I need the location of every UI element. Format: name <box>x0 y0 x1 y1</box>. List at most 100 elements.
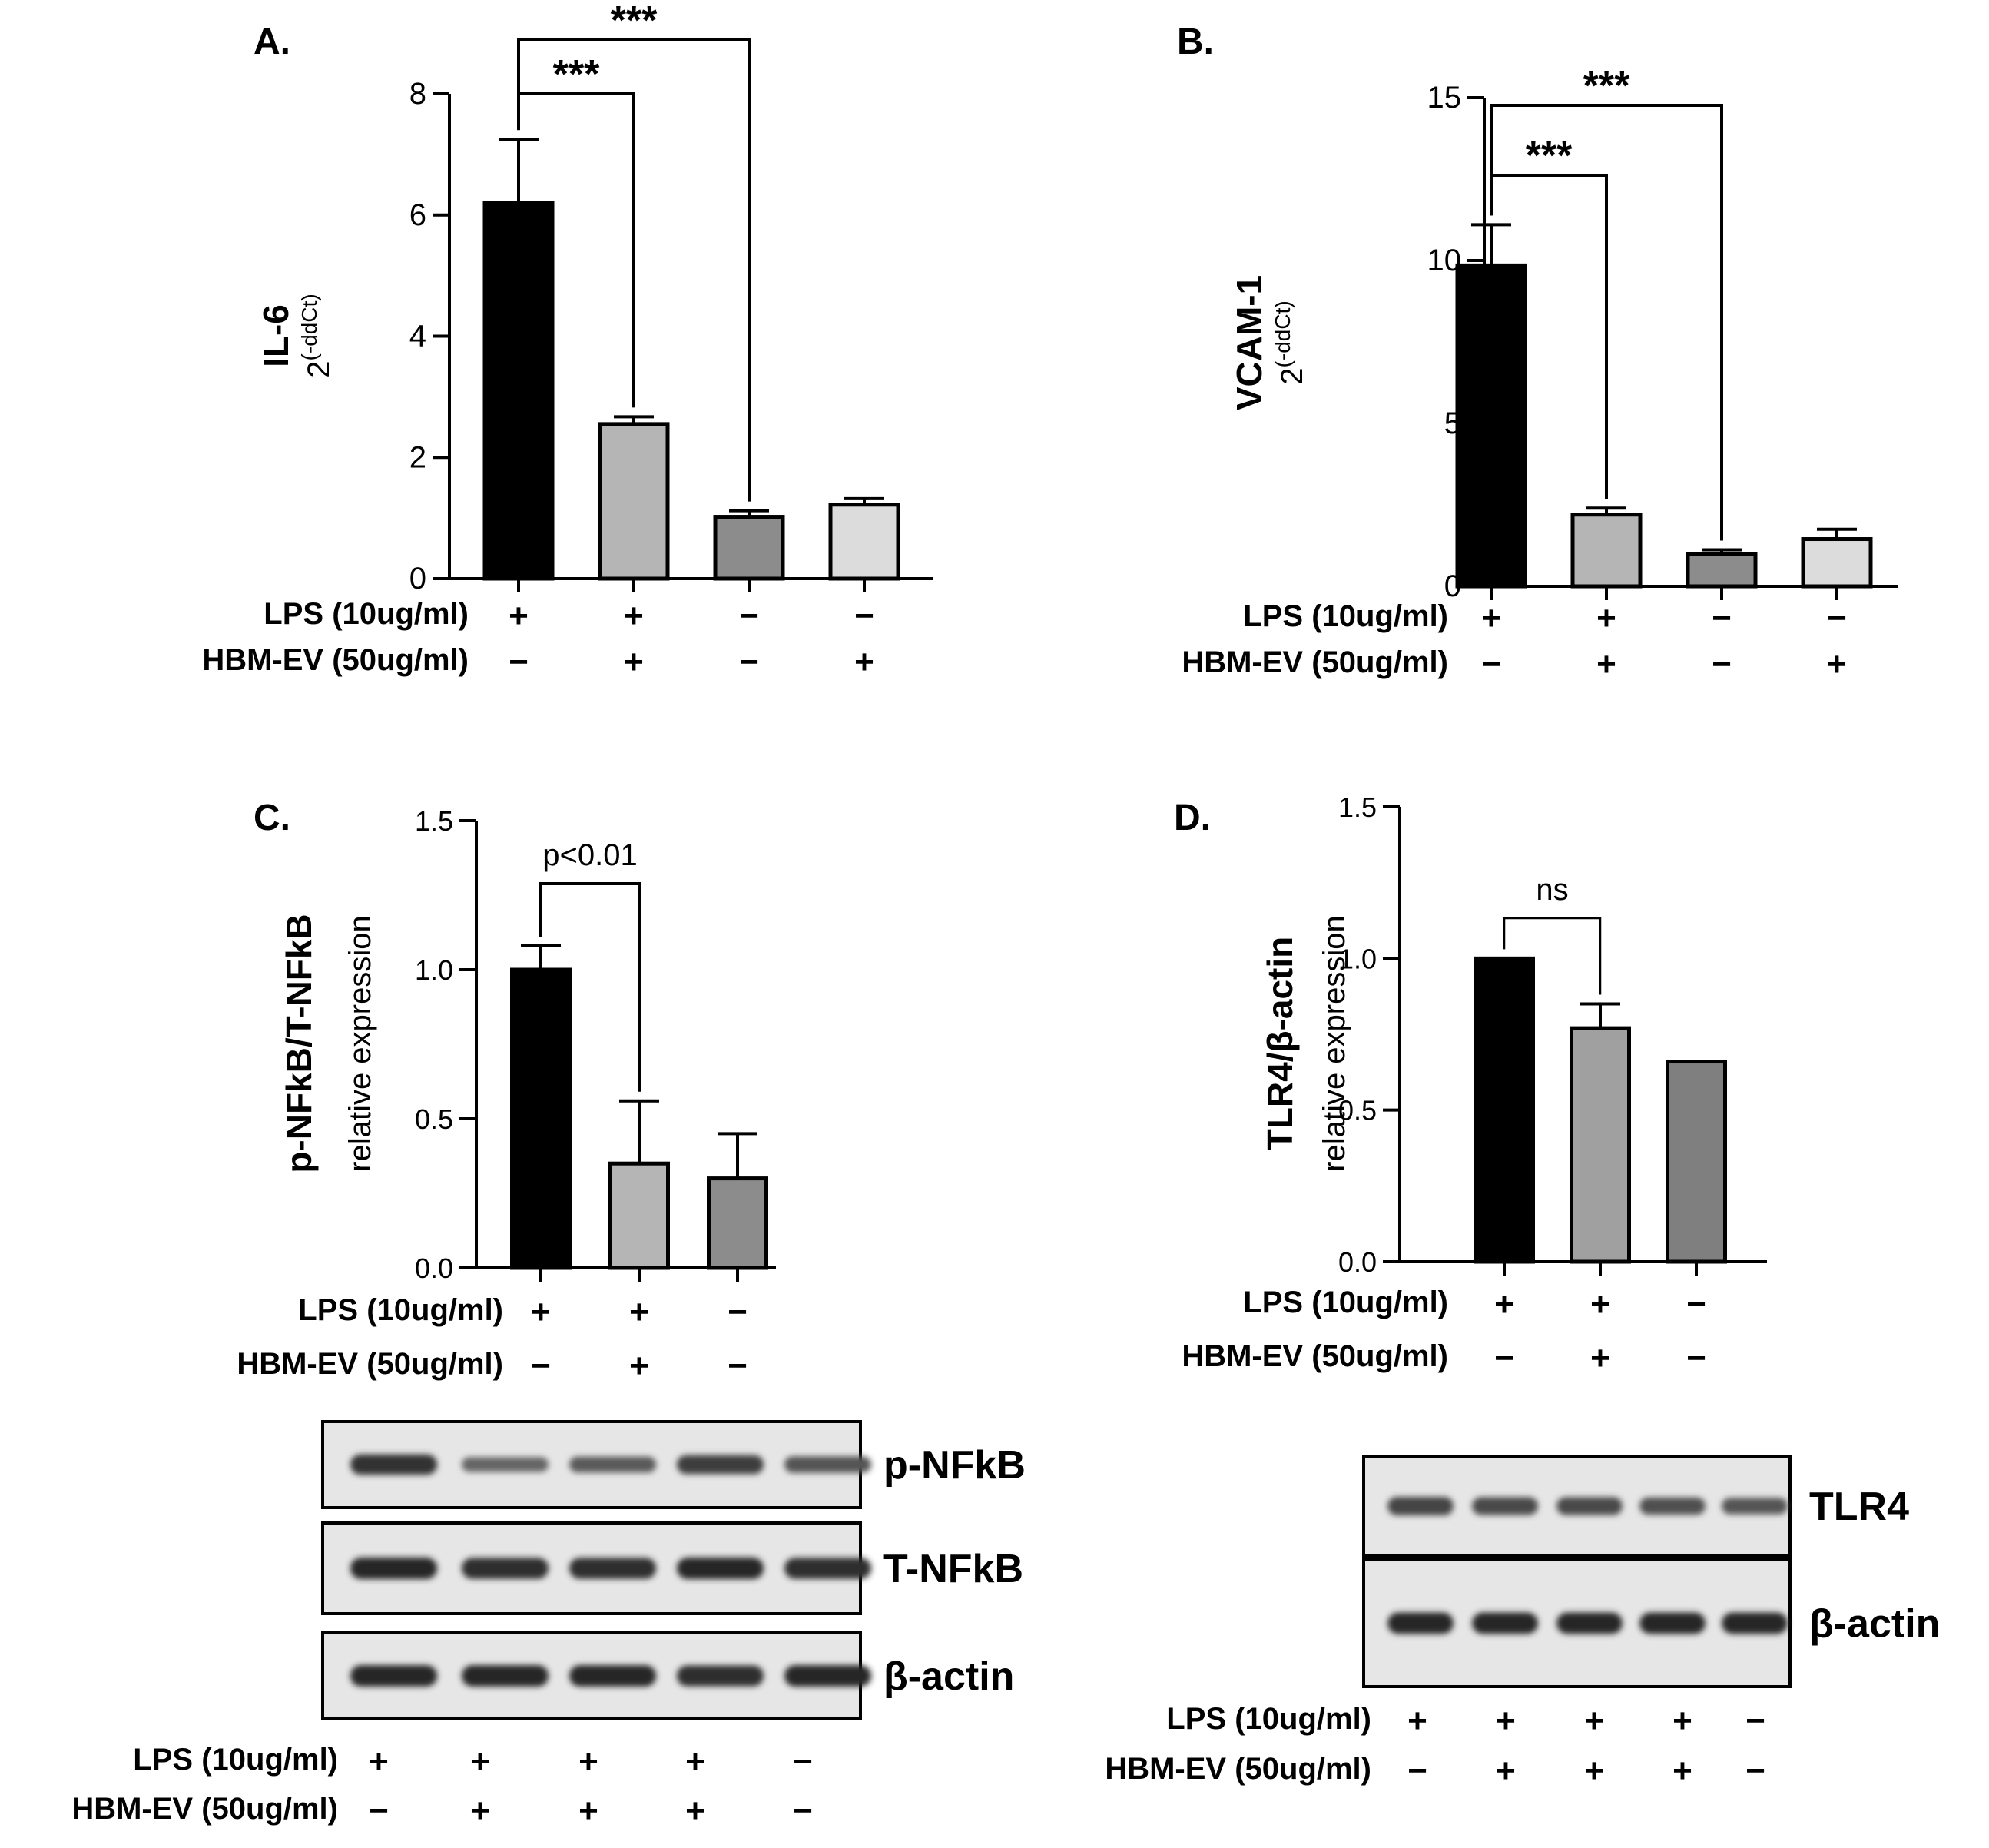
blot-band <box>784 1665 872 1687</box>
blot-band <box>1387 1612 1454 1634</box>
treatment-sign: + <box>629 1293 649 1331</box>
treatment-sign: + <box>624 597 644 635</box>
y-axis-subtitle-base: 2 <box>1275 367 1309 384</box>
blot-band <box>676 1665 764 1687</box>
blot-band <box>1472 1497 1538 1515</box>
significance-bracket <box>517 38 751 502</box>
blot-band <box>350 1454 438 1475</box>
y-tick-label: 1.0 <box>1338 943 1377 974</box>
treatment-sign: + <box>1584 1752 1604 1790</box>
bar <box>707 1176 768 1270</box>
blot-band <box>461 1558 549 1579</box>
treatment-label: HBM-EV (50ug/ml) <box>202 643 469 677</box>
treatment-sign: + <box>470 1743 490 1780</box>
western-blot-panel-d: TLR4 β-actin LPS (10ug/ml) + + + + − HBM-EV (50u… <box>1105 1455 1940 1790</box>
y-tick-label: 0 <box>409 562 426 596</box>
bar <box>1666 1060 1727 1264</box>
significance-label: ns <box>1536 873 1568 907</box>
significance-bracket <box>1503 917 1602 995</box>
treatment-sign: − <box>1686 1286 1706 1323</box>
significance-label: *** <box>1583 64 1630 108</box>
treatment-label: LPS (10ug/ml) <box>1166 1702 1371 1736</box>
treatment-sign: + <box>1496 1752 1516 1790</box>
treatment-sign: + <box>1672 1752 1692 1790</box>
panel-label: B. <box>1177 22 1214 62</box>
treatment-sign: + <box>1494 1286 1514 1323</box>
treatment-sign: − <box>793 1792 813 1830</box>
treatment-sign: − <box>1481 645 1501 683</box>
bar <box>1570 1026 1631 1264</box>
treatment-label: HBM-EV (50ug/ml) <box>237 1347 503 1381</box>
y-axis-title: TLR4/β-actin <box>1260 937 1300 1151</box>
y-axis-subtitle: relative expression <box>1318 915 1351 1172</box>
treatment-sign: + <box>685 1792 705 1830</box>
blot-band <box>461 1457 549 1472</box>
significance-bracket <box>539 882 641 1092</box>
treatment-label: LPS (10ug/ml) <box>1243 599 1448 633</box>
panel-label: A. <box>254 22 290 62</box>
treatment-sign: − <box>1745 1702 1765 1740</box>
treatment-sign: + <box>1672 1702 1692 1740</box>
treatment-sign: + <box>1584 1702 1604 1740</box>
treatment-sign: − <box>854 597 874 635</box>
significance-bracket <box>1490 104 1723 541</box>
blot-band <box>1639 1612 1706 1634</box>
treatment-sign: + <box>369 1743 389 1780</box>
treatment-label: LPS (10ug/ml) <box>133 1743 338 1777</box>
treatment-sign: − <box>1407 1752 1427 1790</box>
treatment-sign: + <box>1596 645 1616 683</box>
blot-band <box>1556 1612 1623 1634</box>
treatment-sign: + <box>578 1743 598 1780</box>
treatment-sign: − <box>739 597 759 635</box>
blot-band <box>784 1456 872 1473</box>
treatment-sign: + <box>629 1347 649 1385</box>
treatment-label: HBM-EV (50ug/ml) <box>1182 1339 1448 1373</box>
y-tick-label: 1.5 <box>415 805 453 837</box>
panel-c-chart: C. 0.0 0.5 1.0 1.5 p<0.01 p-NFkB/T-NFkB relativ… <box>237 798 776 1385</box>
bar <box>1686 552 1758 589</box>
y-tick-label: 0.0 <box>1338 1246 1377 1278</box>
treatment-sign: + <box>624 643 644 681</box>
y-tick-label: 4 <box>409 320 426 353</box>
y-axis-title: VCAM-1 <box>1229 275 1269 410</box>
y-axis-title: IL-6 <box>256 304 296 367</box>
treatment-sign: + <box>578 1792 598 1830</box>
treatment-sign: − <box>531 1347 551 1385</box>
panel-label: C. <box>254 798 290 838</box>
blot-band <box>350 1665 438 1687</box>
bar <box>1570 513 1643 589</box>
treatment-sign: − <box>509 643 529 681</box>
y-tick-label: 0.5 <box>415 1103 453 1135</box>
treatment-sign: + <box>685 1743 705 1780</box>
treatment-sign: − <box>1712 645 1732 683</box>
treatment-sign: + <box>1827 645 1847 683</box>
bar <box>1455 263 1527 589</box>
blot-band <box>676 1455 764 1475</box>
blot-band <box>1472 1612 1538 1634</box>
treatment-sign: − <box>793 1743 813 1780</box>
blot-band <box>569 1665 657 1687</box>
treatment-sign: + <box>1481 599 1501 637</box>
bar <box>598 422 670 581</box>
blot-band <box>350 1558 438 1579</box>
treatment-sign: + <box>1407 1702 1427 1740</box>
y-axis-subtitle-exponent: (-ddCt) <box>1271 300 1295 367</box>
y-axis-title: p-NFkB/T-NFkB <box>279 914 319 1173</box>
bar <box>713 515 785 581</box>
treatment-label: LPS (10ug/ml) <box>264 597 469 631</box>
blot-band <box>569 1456 657 1473</box>
blot-row-label: β-actin <box>883 1654 1014 1699</box>
panel-label: D. <box>1174 798 1211 838</box>
y-tick-label: 15 <box>1427 81 1462 114</box>
blot-band <box>1639 1497 1706 1515</box>
blot-band <box>1387 1497 1454 1515</box>
y-tick-label: 8 <box>409 77 426 111</box>
treatment-sign: + <box>854 643 874 681</box>
treatment-sign: − <box>739 643 759 681</box>
y-tick-label: 2 <box>409 440 426 474</box>
y-axis-subtitle-exponent: (-ddCt) <box>297 294 321 360</box>
significance-label: *** <box>611 0 658 43</box>
blot-band <box>784 1558 872 1579</box>
